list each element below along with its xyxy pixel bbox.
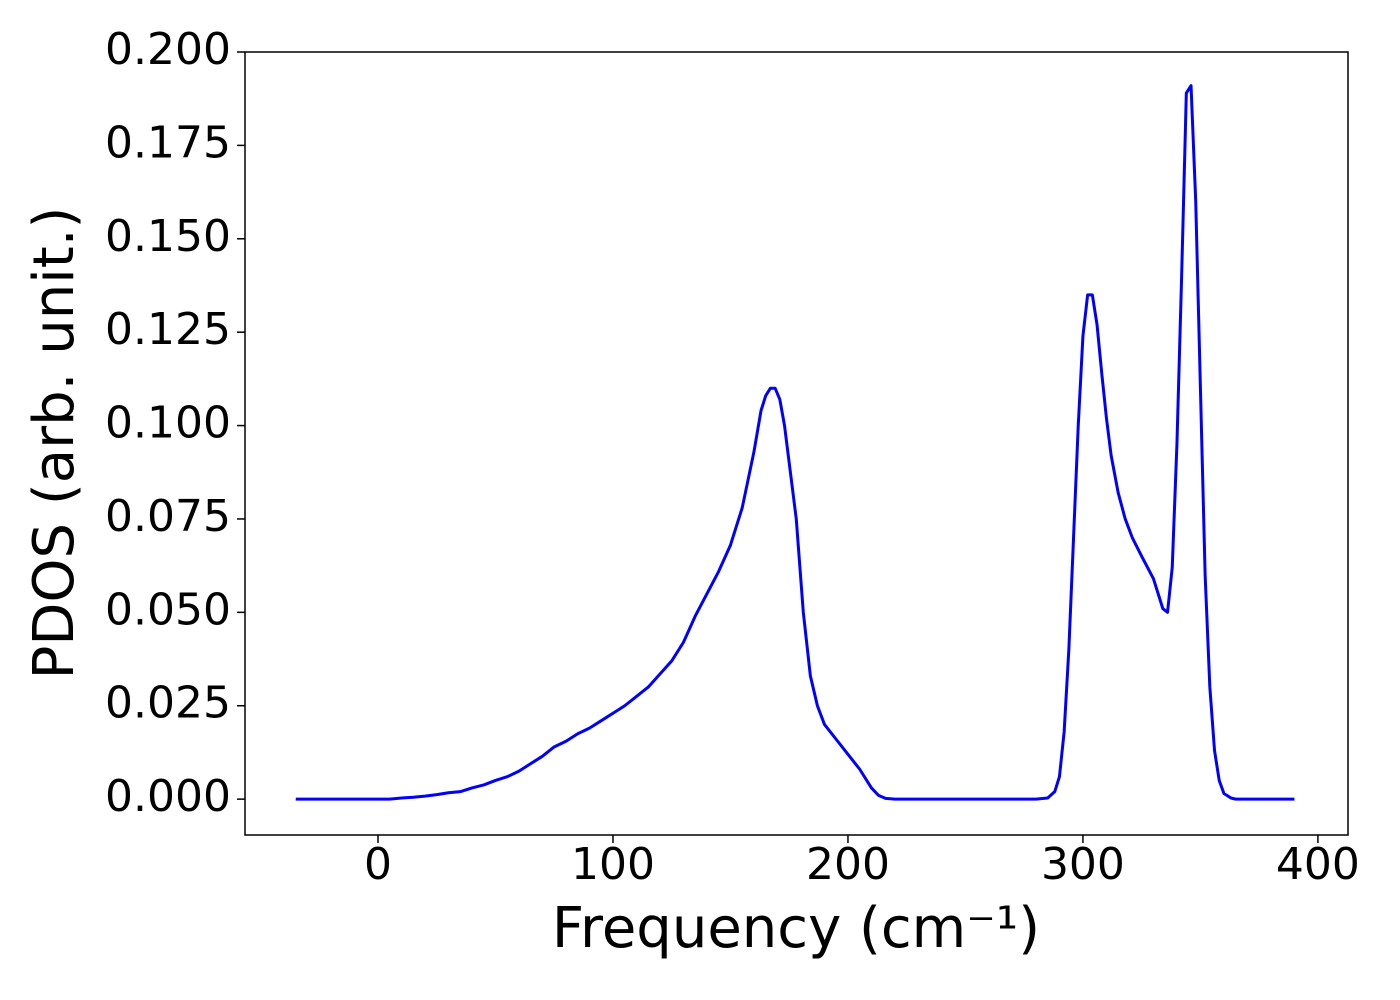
- y-tick-label: 0.050: [105, 584, 231, 635]
- y-tick-label: 0.025: [105, 678, 231, 729]
- y-axis-label: PDOS (arb. unit.): [22, 207, 87, 680]
- plot-frame: [244, 51, 1349, 836]
- x-tick-label: 200: [806, 839, 890, 890]
- x-tick-label: 300: [1041, 839, 1125, 890]
- data-line: [295, 84, 1295, 801]
- y-tick-label: 0.100: [105, 398, 231, 449]
- x-tick-label: 100: [571, 839, 655, 890]
- y-tick-label: 0.000: [105, 771, 231, 822]
- y-tick-label: 0.200: [105, 24, 231, 75]
- x-axis-label: Frequency (cm⁻¹): [552, 896, 1040, 961]
- x-tick-label: 400: [1276, 839, 1360, 890]
- y-tick-label: 0.175: [105, 117, 231, 168]
- y-tick-label: 0.075: [105, 491, 231, 542]
- x-tick-label: 0: [364, 839, 392, 890]
- y-tick-label: 0.125: [105, 304, 231, 355]
- y-tick-label: 0.150: [105, 211, 231, 262]
